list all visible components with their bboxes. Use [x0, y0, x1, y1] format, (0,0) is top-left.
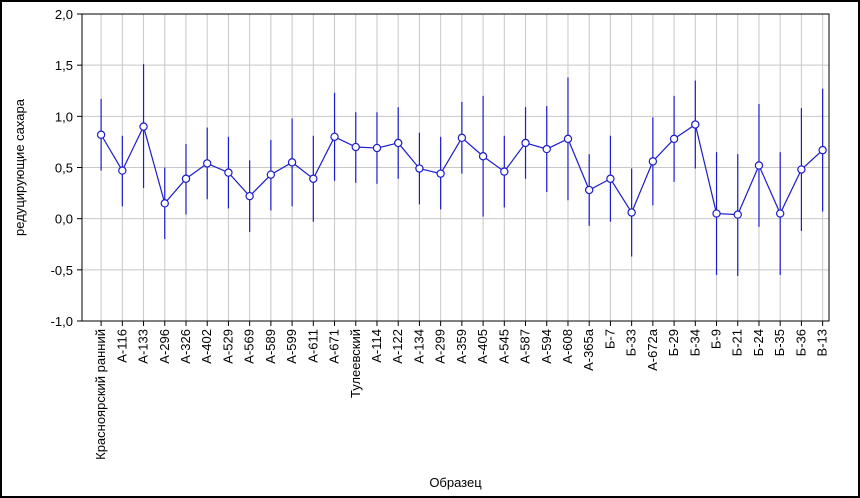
- x-tick-label: А-365а: [581, 328, 596, 371]
- x-tick-label: А-134: [411, 329, 426, 364]
- x-tick-label: Б-21: [730, 329, 745, 356]
- data-point: [691, 120, 700, 129]
- data-point: [245, 191, 254, 201]
- x-tick-label: А-405: [475, 329, 490, 364]
- x-tick-label: А-589: [263, 329, 278, 364]
- x-tick-label: Б-9: [709, 329, 724, 349]
- x-tick-label: А-587: [518, 329, 533, 364]
- data-point: [160, 199, 169, 208]
- x-tick-label: Б-29: [666, 329, 681, 356]
- x-tick-label: А-296: [157, 329, 172, 364]
- x-tick-label: Б-34: [687, 329, 702, 356]
- data-point: [415, 164, 424, 173]
- y-tick-label: 2,0: [55, 7, 73, 22]
- data-point: [457, 133, 467, 143]
- x-tick-label: А-326: [178, 329, 193, 364]
- x-tick-label: А-608: [560, 329, 575, 364]
- x-tick-label: А-611: [305, 329, 320, 363]
- data-point: [330, 132, 339, 141]
- x-tick-label: Б-33: [624, 329, 639, 356]
- x-axis: Красноярский ранний А-116 А-133 А-296 А-326 А…: [93, 321, 830, 460]
- data-point: [287, 158, 297, 167]
- data-point: [648, 157, 658, 166]
- x-tick-label: А-672а: [645, 328, 660, 371]
- data-point: [372, 143, 382, 153]
- data-point: [478, 152, 488, 161]
- data-point: [203, 159, 212, 168]
- data-point: [394, 138, 403, 148]
- x-tick-label: Тулеевский: [348, 329, 363, 398]
- x-tick-label: А-671: [327, 329, 342, 364]
- data-point: [775, 209, 785, 218]
- data-point: [797, 165, 806, 174]
- data-point: [627, 208, 636, 217]
- y-axis: -1,0 -0,5 0,0 0,5 1,0 1,5 2,0: [51, 7, 82, 329]
- y-tick-label: -1,0: [51, 314, 73, 329]
- data-point: [563, 134, 573, 144]
- data-point: [96, 130, 106, 139]
- x-tick-label: Б-35: [772, 329, 787, 356]
- data-point: [309, 174, 318, 183]
- x-tick-label: А-569: [242, 329, 257, 364]
- y-axis-label: редуцирующие сахара: [12, 98, 27, 236]
- data-point: [436, 169, 445, 178]
- x-tick-label: А-402: [199, 329, 214, 364]
- data-point: [669, 134, 679, 144]
- x-tick-label: Б-24: [751, 329, 766, 356]
- x-tick-label: А-359: [454, 329, 469, 364]
- x-tick-label: А-116: [114, 329, 129, 363]
- y-tick-label: 0,5: [55, 161, 73, 176]
- x-tick-label: А-594: [539, 329, 554, 364]
- x-tick-label: Б-7: [602, 329, 617, 349]
- data-point: [139, 122, 148, 131]
- x-tick-label: А-114: [369, 329, 384, 363]
- x-tick-label: А-529: [220, 329, 235, 364]
- x-tick-label: А-545: [496, 329, 511, 364]
- data-point: [224, 168, 233, 177]
- y-tick-label: 1,0: [55, 109, 73, 124]
- data-point: [733, 210, 742, 219]
- x-axis-label: Образец: [429, 475, 482, 490]
- data-point: [118, 166, 127, 175]
- x-tick-label: А-122: [390, 329, 405, 364]
- data-point: [818, 145, 827, 155]
- data-point: [584, 185, 594, 195]
- y-tick-label: 0,0: [55, 212, 73, 227]
- x-tick-label: В-13: [815, 329, 830, 356]
- data-point: [712, 209, 721, 218]
- x-tick-label: А-133: [136, 329, 151, 364]
- data-point: [542, 144, 551, 154]
- data-point: [500, 167, 509, 176]
- data-point: [521, 138, 530, 148]
- data-point: [606, 174, 615, 183]
- x-tick-label: Б-36: [793, 329, 808, 356]
- y-tick-label: -0,5: [51, 263, 73, 278]
- y-tick-label: 1,5: [55, 58, 73, 73]
- x-tick-label: А-599: [284, 329, 299, 364]
- data-point: [266, 170, 276, 179]
- x-tick-label: Красноярский ранний: [93, 329, 108, 460]
- data-point: [181, 174, 191, 183]
- x-tick-label: А-299: [433, 329, 448, 364]
- data-points: [96, 120, 827, 219]
- data-point: [351, 142, 360, 152]
- data-point: [754, 161, 764, 170]
